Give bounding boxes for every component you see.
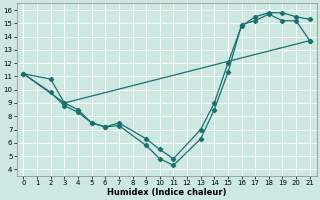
X-axis label: Humidex (Indice chaleur): Humidex (Indice chaleur) xyxy=(107,188,226,197)
